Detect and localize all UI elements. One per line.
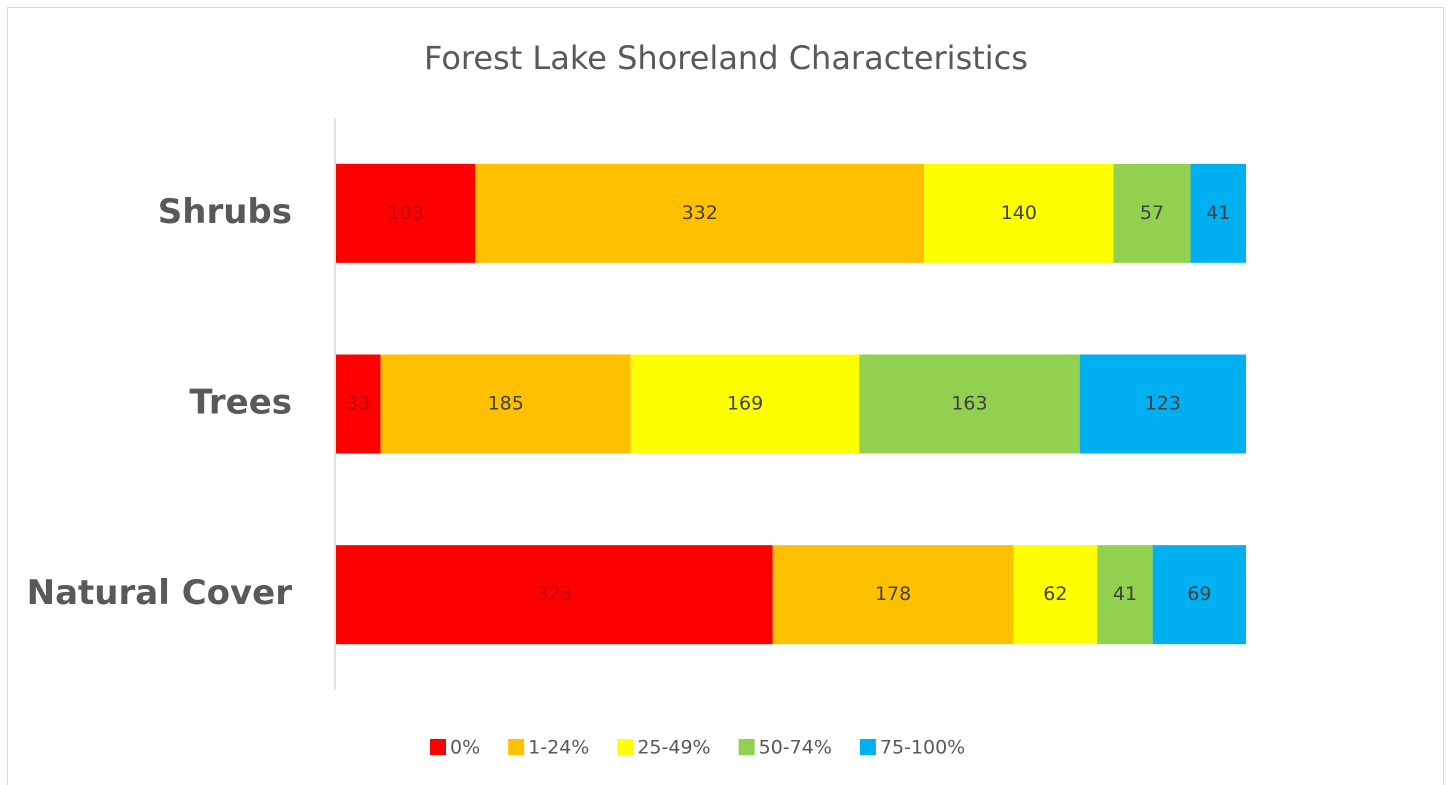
data-label: 57 [1140, 202, 1164, 224]
data-label: 163 [951, 393, 987, 415]
category-label: Trees [189, 383, 292, 423]
bar-segment [1190, 163, 1246, 263]
bar-segment [336, 354, 381, 454]
data-label: 62 [1043, 583, 1067, 605]
legend-label: 0% [450, 737, 480, 759]
data-label: 103 [388, 202, 424, 224]
bar-segment [336, 163, 476, 263]
bar-segment [1013, 545, 1098, 645]
category-label: Shrubs [158, 192, 292, 232]
data-label: 41 [1113, 583, 1137, 605]
bar-segment [1152, 545, 1246, 645]
bar-segment [336, 545, 773, 645]
legend-swatch [738, 739, 755, 755]
data-label: 123 [1145, 393, 1181, 415]
bar-segment [1097, 545, 1153, 645]
chart-title: Forest Lake Shoreland Characteristics [424, 39, 1028, 77]
legend-label: 25-49% [637, 737, 710, 759]
legend-swatch [617, 739, 634, 755]
bar-segment [1113, 163, 1191, 263]
bar-segment [1079, 354, 1246, 454]
data-label: 178 [875, 583, 911, 605]
data-label: 323 [536, 583, 572, 605]
bar-segment [380, 354, 631, 454]
bar-segment [859, 354, 1080, 454]
bar-segment [772, 545, 1014, 645]
data-label: 69 [1187, 583, 1211, 605]
bar-segment [924, 163, 1114, 263]
data-label: 33 [346, 393, 370, 415]
data-label: 169 [727, 393, 763, 415]
legend-label: 75-100% [880, 737, 965, 759]
legend-label: 50-74% [759, 737, 832, 759]
data-label: 140 [1001, 202, 1037, 224]
data-label: 332 [682, 202, 718, 224]
legend-swatch [859, 739, 876, 755]
data-label: 185 [488, 393, 524, 415]
bar-segment [630, 354, 860, 454]
bar-segment [475, 163, 925, 263]
legend-swatch [430, 739, 446, 755]
data-label: 41 [1206, 202, 1230, 224]
legend-label: 1-24% [528, 737, 589, 759]
legend-swatch [508, 739, 525, 755]
category-label: Natural Cover [27, 573, 293, 613]
